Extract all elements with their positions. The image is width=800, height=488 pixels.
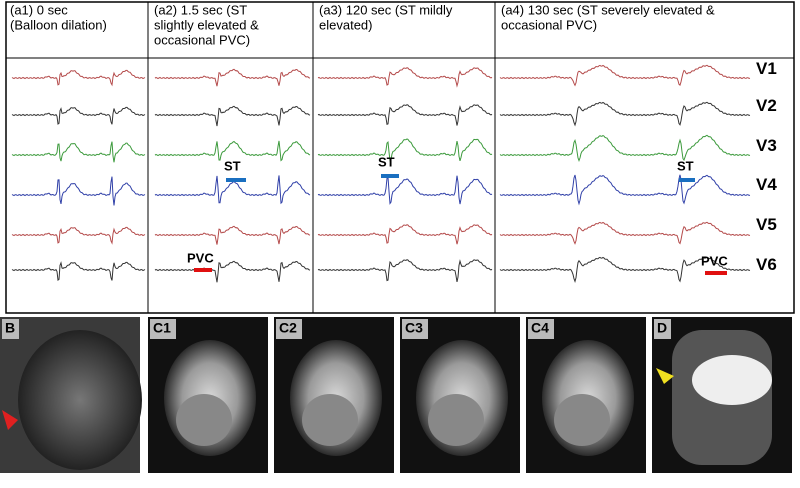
st-bar bbox=[381, 174, 399, 178]
ecg-trace bbox=[154, 260, 311, 283]
panel-header: slightly elevated & bbox=[154, 18, 259, 33]
ecg-trace bbox=[317, 67, 493, 88]
annotation: ST bbox=[378, 155, 395, 170]
annotation: ST bbox=[224, 159, 241, 174]
image-label-bg bbox=[276, 319, 302, 339]
ecg-trace bbox=[499, 134, 751, 163]
ecg-trace bbox=[499, 221, 751, 245]
lead-label: V6 bbox=[756, 255, 777, 274]
mri-region bbox=[302, 394, 358, 446]
ecg-trace bbox=[154, 105, 311, 127]
panel-header: occasional PVC) bbox=[501, 18, 597, 33]
ecg-trace bbox=[499, 101, 751, 127]
ecg-trace bbox=[154, 175, 311, 205]
panel-header: (Balloon dilation) bbox=[10, 18, 107, 33]
ecg-trace bbox=[317, 104, 493, 126]
panel-header: occasional PVC) bbox=[154, 33, 250, 48]
image-label-bg bbox=[150, 319, 176, 339]
ecg-trace bbox=[11, 141, 146, 163]
mri-region bbox=[554, 394, 610, 446]
arrow bbox=[2, 410, 18, 430]
annotation: PVC bbox=[701, 254, 728, 269]
annotation: ST bbox=[677, 159, 694, 174]
image-label: C4 bbox=[531, 319, 549, 335]
st-bar bbox=[226, 178, 246, 182]
pvc-bar bbox=[194, 268, 212, 272]
st-bar bbox=[679, 178, 695, 182]
image-label: C3 bbox=[405, 319, 423, 335]
ecg-trace bbox=[11, 176, 146, 206]
ecg-trace bbox=[154, 225, 311, 245]
ecg-trace bbox=[499, 256, 751, 284]
lead-label: V2 bbox=[756, 96, 777, 115]
annotation: PVC bbox=[187, 251, 214, 266]
lead-label: V1 bbox=[756, 59, 777, 78]
mri-region bbox=[18, 330, 142, 470]
annotations: ST ST ST PVC PVC bbox=[187, 155, 728, 275]
image-label-bg bbox=[654, 319, 671, 339]
mri-region bbox=[176, 394, 232, 446]
ecg-trace bbox=[154, 140, 311, 162]
ecg-trace bbox=[499, 174, 751, 206]
ecg-traces bbox=[11, 64, 751, 284]
ecg-trace bbox=[317, 259, 493, 282]
panel-header: (a1) 0 sec bbox=[10, 3, 68, 18]
pvc-bar bbox=[705, 271, 727, 275]
ecg-trace bbox=[317, 175, 493, 205]
image-label-bg bbox=[528, 319, 554, 339]
ecg-trace bbox=[317, 138, 493, 162]
lead-label: V3 bbox=[756, 136, 777, 155]
images: B C1 C2 C3 C4 D bbox=[0, 317, 792, 473]
mri-region bbox=[428, 394, 484, 446]
image-label: C1 bbox=[153, 319, 171, 335]
lead-label: V5 bbox=[756, 215, 777, 234]
image-label: B bbox=[5, 319, 15, 335]
lead-labels: V1 V2 V3 V4 V5 V6 bbox=[756, 59, 777, 274]
image-label-bg bbox=[2, 319, 19, 339]
panel-header: elevated) bbox=[319, 18, 372, 33]
ecg-trace bbox=[317, 224, 493, 245]
image-label-bg bbox=[402, 319, 428, 339]
mri-region bbox=[692, 355, 772, 405]
ecg-trace bbox=[154, 68, 311, 87]
panel-header: (a2) 1.5 sec (ST bbox=[154, 3, 247, 18]
ecg-trace bbox=[11, 106, 146, 125]
ecg-trace bbox=[11, 261, 146, 281]
ecg-frame bbox=[5, 1, 795, 314]
image-label: D bbox=[657, 319, 667, 335]
ecg-trace bbox=[11, 69, 146, 87]
panel-header: (a4) 130 sec (ST severely elevated & bbox=[501, 3, 715, 18]
image-label: C2 bbox=[279, 319, 297, 335]
ecg-trace bbox=[499, 64, 751, 87]
headers: (a1) 0 sec(Balloon dilation) (a2) 1.5 sec… bbox=[10, 3, 715, 48]
ecg-trace bbox=[11, 226, 146, 245]
lead-label: V4 bbox=[756, 175, 777, 194]
arrow bbox=[656, 368, 674, 384]
panel-header: (a3) 120 sec (ST mildly bbox=[319, 3, 453, 18]
